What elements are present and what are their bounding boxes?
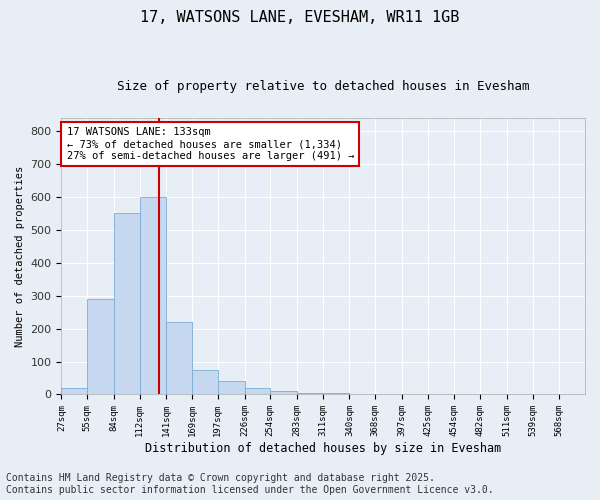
Bar xyxy=(87,299,114,394)
Title: Size of property relative to detached houses in Evesham: Size of property relative to detached ho… xyxy=(117,80,529,93)
Bar xyxy=(270,391,297,394)
Bar xyxy=(218,382,245,394)
Bar xyxy=(61,388,87,394)
Bar xyxy=(114,214,140,394)
Text: Contains HM Land Registry data © Crown copyright and database right 2025.
Contai: Contains HM Land Registry data © Crown c… xyxy=(6,474,494,495)
Y-axis label: Number of detached properties: Number of detached properties xyxy=(15,166,25,347)
X-axis label: Distribution of detached houses by size in Evesham: Distribution of detached houses by size … xyxy=(145,442,502,455)
Text: 17 WATSONS LANE: 133sqm
← 73% of detached houses are smaller (1,334)
27% of semi: 17 WATSONS LANE: 133sqm ← 73% of detache… xyxy=(67,128,354,160)
Bar xyxy=(140,197,166,394)
Bar xyxy=(166,322,192,394)
Text: 17, WATSONS LANE, EVESHAM, WR11 1GB: 17, WATSONS LANE, EVESHAM, WR11 1GB xyxy=(140,10,460,25)
Bar xyxy=(245,388,270,394)
Bar xyxy=(192,370,218,394)
